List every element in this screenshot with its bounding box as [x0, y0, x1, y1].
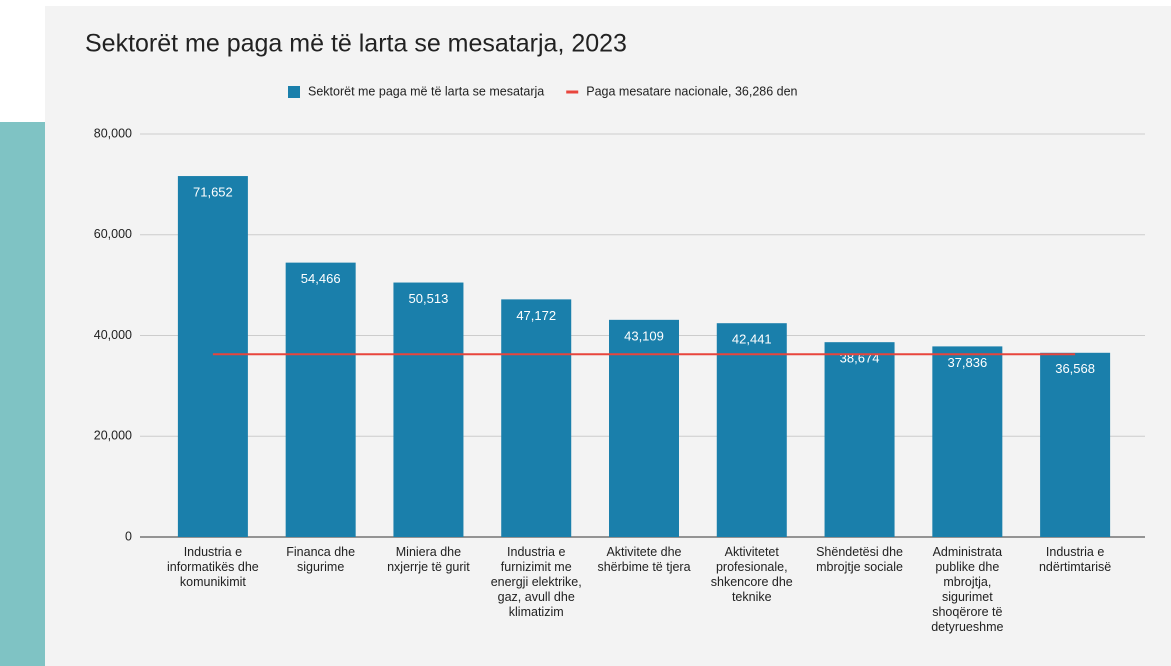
- value-label: 38,674: [840, 351, 880, 366]
- value-label: 71,652: [193, 184, 233, 199]
- bar: [285, 262, 356, 537]
- bar: [177, 176, 248, 538]
- bar: [824, 342, 895, 537]
- chart-title: Sektorët me paga më të larta se mesatarj…: [85, 30, 627, 58]
- value-label: 42,441: [732, 332, 772, 347]
- value-label: 37,836: [947, 355, 987, 370]
- legend-label: Sektorët me paga më të larta se mesatarj…: [308, 84, 544, 98]
- y-tick-label: 0: [125, 529, 132, 543]
- bar: [716, 323, 787, 537]
- legend-swatch: [288, 86, 300, 98]
- x-tick-label: Shëndetësi dhe mbrojtje sociale: [816, 545, 903, 574]
- bar: [501, 299, 572, 537]
- value-label: 36,568: [1055, 361, 1095, 376]
- bar: [393, 282, 464, 537]
- value-label: 47,172: [516, 308, 556, 323]
- value-label: 50,513: [409, 291, 449, 306]
- value-label: 54,466: [301, 271, 341, 286]
- x-tick-label: Miniera dhe nxjerrje të gurit: [387, 545, 470, 574]
- y-tick-label: 20,000: [94, 429, 132, 443]
- bar: [1040, 352, 1111, 537]
- x-tick-label: Administrata publike dhe mbrojtja, sigur…: [931, 545, 1004, 634]
- x-tick-label: Aktivitete dhe shërbime të tjera: [597, 545, 691, 574]
- y-tick-label: 60,000: [94, 227, 132, 241]
- value-label: 43,109: [624, 328, 664, 343]
- x-tick-label: Industria e informatikës dhe komunikimit: [167, 545, 259, 589]
- bar: [932, 346, 1003, 537]
- y-tick-label: 40,000: [94, 328, 132, 342]
- x-tick-label: Financa dhe sigurime: [286, 545, 356, 574]
- legend-label: Paga mesatare nacionale, 36,286 den: [586, 84, 797, 98]
- y-tick-label: 80,000: [94, 126, 132, 140]
- bar: [609, 319, 679, 537]
- x-tick-label: Industria e furnizimit me energji elektr…: [490, 545, 582, 619]
- x-tick-label: Aktivitetet profesionale, shkencore dhe …: [710, 545, 793, 604]
- side-strip: [0, 122, 45, 666]
- x-tick-label: Industria e ndërtimtarisë: [1038, 545, 1112, 574]
